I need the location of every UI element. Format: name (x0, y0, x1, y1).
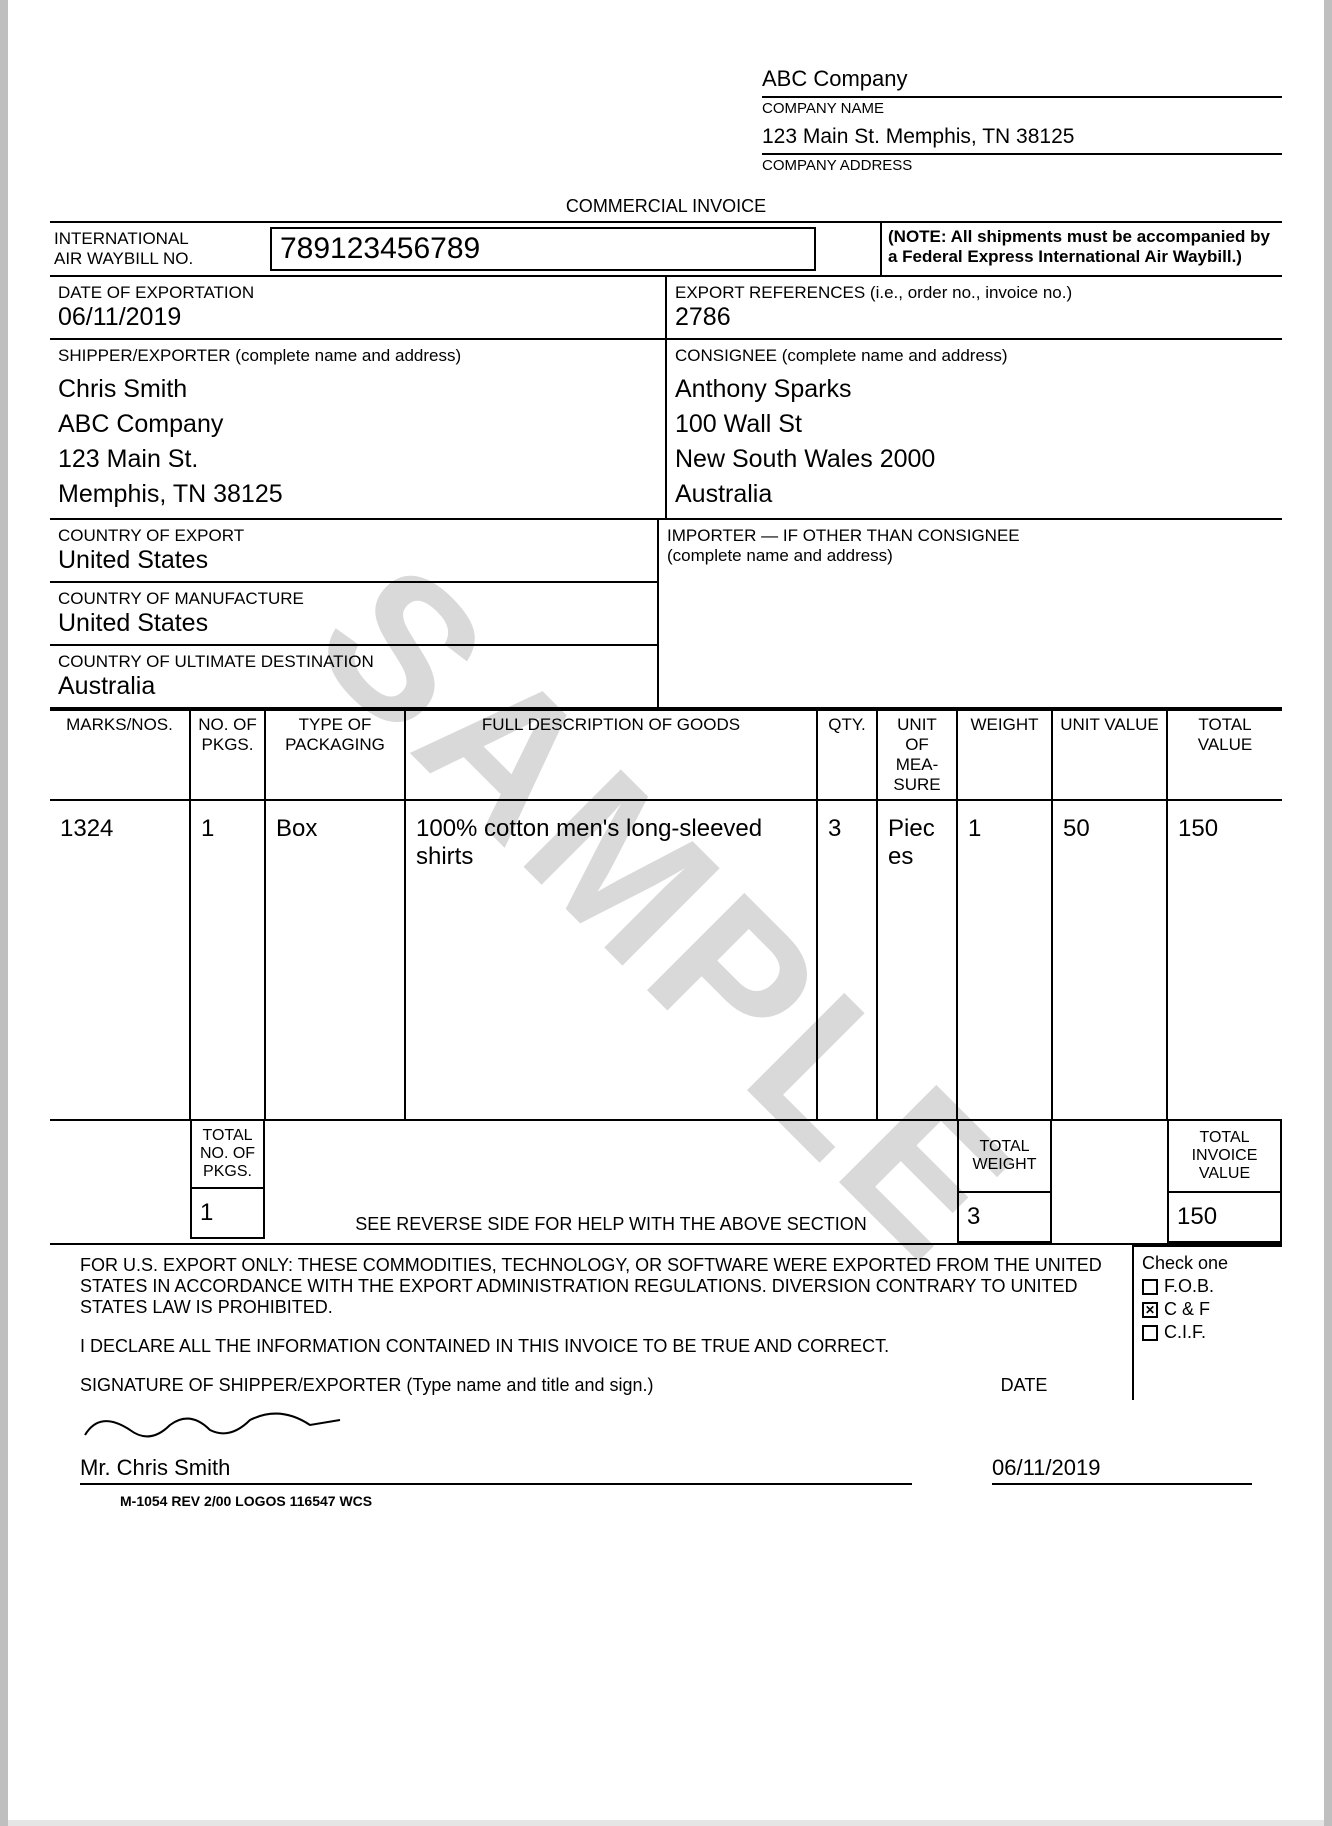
cell-description: 100% cotton men's long-sleeved shirts (405, 800, 817, 1120)
export-refs-label: EXPORT REFERENCES (i.e., order no., invo… (675, 283, 1274, 303)
date-refs-row: DATE OF EXPORTATION 06/11/2019 EXPORT RE… (50, 277, 1282, 340)
hdr-pkgs: NO. OF PKGS. (190, 710, 265, 800)
consignee-address: Anthony Sparks 100 Wall St New South Wal… (675, 372, 1274, 512)
country-export-label: COUNTRY OF EXPORT (58, 526, 649, 546)
hdr-qty: QTY. (817, 710, 877, 800)
truth-declaration: I DECLARE ALL THE INFORMATION CONTAINED … (80, 1336, 1124, 1357)
total-invoice-value: 150 (1167, 1193, 1282, 1243)
checkbox-cf-label: C & F (1164, 1299, 1210, 1320)
country-export-value: United States (58, 546, 649, 575)
signature-date: 06/11/2019 (992, 1455, 1252, 1485)
cell-packaging: Box (265, 800, 405, 1120)
consignee-line1: Anthony Sparks (675, 372, 1274, 407)
shipper-line3: 123 Main St. (58, 442, 657, 477)
checkbox-cif[interactable] (1142, 1325, 1158, 1341)
cell-unit-value: 50 (1052, 800, 1167, 1120)
importer-label-1: IMPORTER — IF OTHER THAN CONSIGNEE (667, 526, 1274, 546)
export-date-value: 06/11/2019 (58, 303, 657, 332)
export-date-label: DATE OF EXPORTATION (58, 283, 657, 303)
total-pkgs-label: TOTAL NO. OF PKGS. (190, 1121, 265, 1189)
hdr-unit-measure: UNIT OF MEA-SURE (877, 710, 957, 800)
consignee-line4: Australia (675, 477, 1274, 512)
signature-name: Mr. Chris Smith (80, 1455, 912, 1485)
footer-block: FOR U.S. EXPORT ONLY: THESE COMMODITIES,… (50, 1245, 1282, 1400)
cell-marks: 1324 (50, 800, 190, 1120)
cell-total-value: 150 (1167, 800, 1282, 1120)
company-header-block: ABC Company COMPANY NAME 123 Main St. Me… (50, 60, 1282, 174)
country-destination-label: COUNTRY OF ULTIMATE DESTINATION (58, 652, 649, 672)
document-title: COMMERCIAL INVOICE (50, 196, 1282, 223)
total-weight-label: TOTAL WEIGHT (957, 1121, 1052, 1193)
checkbox-cif-label: C.I.F. (1164, 1322, 1206, 1343)
company-name-label: COMPANY NAME (762, 98, 1282, 117)
importer-label-2: (complete name and address) (667, 546, 1274, 566)
shipper-line2: ABC Company (58, 407, 657, 442)
hdr-description: FULL DESCRIPTION OF GOODS (405, 710, 817, 800)
total-pkgs-value: 1 (190, 1189, 265, 1239)
cell-weight: 1 (957, 800, 1052, 1120)
goods-table: MARKS/NOS. NO. OF PKGS. TYPE OF PACKAGIN… (50, 709, 1282, 1121)
waybill-row: INTERNATIONAL AIR WAYBILL NO. 7891234567… (50, 223, 1282, 277)
see-reverse-text: SEE REVERSE SIDE FOR HELP WITH THE ABOVE… (265, 1196, 957, 1243)
checkbox-fob-label: F.O.B. (1164, 1276, 1214, 1297)
hdr-total-value: TOTAL VALUE (1167, 710, 1282, 800)
consignee-label: CONSIGNEE (complete name and address) (675, 346, 1274, 366)
consignee-line3: New South Wales 2000 (675, 442, 1274, 477)
consignee-line2: 100 Wall St (675, 407, 1274, 442)
hdr-weight: WEIGHT (957, 710, 1052, 800)
export-refs-value: 2786 (675, 303, 1274, 332)
cell-unit-measure: Pieces (877, 800, 957, 1120)
shipper-consignee-row: SHIPPER/EXPORTER (complete name and addr… (50, 340, 1282, 520)
total-weight-value: 3 (957, 1193, 1052, 1243)
waybill-label-1: INTERNATIONAL (54, 229, 270, 249)
hdr-packaging: TYPE OF PACKAGING (265, 710, 405, 800)
shipper-line1: Chris Smith (58, 372, 657, 407)
cell-pkgs: 1 (190, 800, 265, 1120)
waybill-note: (NOTE: All shipments must be accompanied… (882, 223, 1282, 275)
shipper-line4: Memphis, TN 38125 (58, 477, 657, 512)
check-one-box: Check one F.O.B. ✕ C & F C.I.F. (1132, 1245, 1282, 1400)
company-name-value: ABC Company (762, 62, 1282, 94)
checkbox-cf-row[interactable]: ✕ C & F (1142, 1299, 1274, 1320)
hdr-unit-value: UNIT VALUE (1052, 710, 1167, 800)
waybill-label-2: AIR WAYBILL NO. (54, 249, 270, 269)
check-one-title: Check one (1142, 1253, 1274, 1274)
goods-header-row: MARKS/NOS. NO. OF PKGS. TYPE OF PACKAGIN… (50, 710, 1282, 800)
export-declaration: FOR U.S. EXPORT ONLY: THESE COMMODITIES,… (80, 1255, 1124, 1318)
waybill-number: 789123456789 (270, 227, 816, 271)
shipper-address: Chris Smith ABC Company 123 Main St. Mem… (58, 372, 657, 512)
checkbox-cif-row[interactable]: C.I.F. (1142, 1322, 1274, 1343)
country-manufacture-value: United States (58, 609, 649, 638)
company-address-label: COMPANY ADDRESS (762, 155, 1282, 174)
company-address-value: 123 Main St. Memphis, TN 38125 (762, 121, 1282, 151)
country-destination-value: Australia (58, 672, 649, 701)
totals-row: TOTAL NO. OF PKGS. 1 SEE REVERSE SIDE FO… (50, 1121, 1282, 1243)
signature-icon (80, 1400, 380, 1450)
total-invoice-label: TOTAL INVOICE VALUE (1167, 1121, 1282, 1193)
hdr-marks: MARKS/NOS. (50, 710, 190, 800)
checkbox-fob-row[interactable]: F.O.B. (1142, 1276, 1274, 1297)
date-header-label: DATE (924, 1375, 1124, 1396)
goods-data-row: 1324 1 Box 100% cotton men's long-sleeve… (50, 800, 1282, 1120)
checkbox-cf[interactable]: ✕ (1142, 1302, 1158, 1318)
shipper-label: SHIPPER/EXPORTER (complete name and addr… (58, 346, 657, 366)
cell-qty: 3 (817, 800, 877, 1120)
sig-instruction-label: SIGNATURE OF SHIPPER/EXPORTER (Type name… (80, 1375, 924, 1396)
checkbox-fob[interactable] (1142, 1279, 1158, 1295)
form-number: M-1054 REV 2/00 LOGOS 116547 WCS (50, 1485, 1282, 1509)
country-manufacture-label: COUNTRY OF MANUFACTURE (58, 589, 649, 609)
countries-importer-row: COUNTRY OF EXPORT United States COUNTRY … (50, 520, 1282, 709)
signature-row: Mr. Chris Smith 06/11/2019 (50, 1400, 1282, 1485)
